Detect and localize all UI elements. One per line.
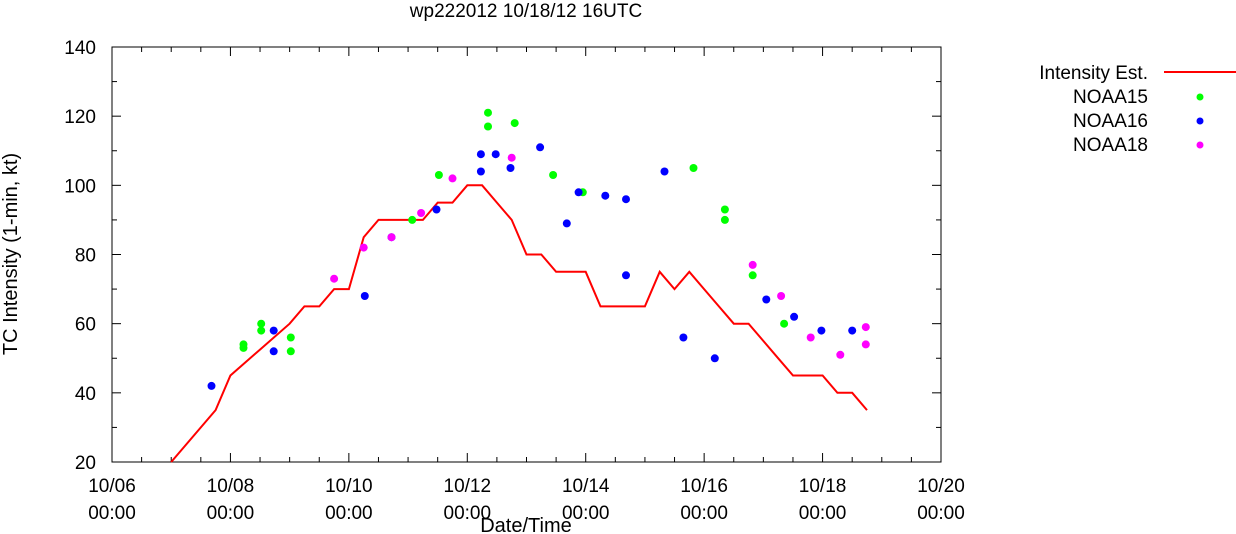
y-tick-label: 60 [75,315,96,336]
data-point [562,219,571,228]
data-point [506,164,515,172]
data-point [484,108,492,117]
x-tick-label-date: 10/08 [207,476,255,497]
data-point [748,260,757,269]
data-point [257,326,266,335]
x-tick-label-time: 00:00 [325,503,373,524]
legend-label: Intensity Est. [1039,63,1148,84]
data-point [484,122,492,131]
data-point [836,350,845,359]
data-point [286,333,295,342]
data-point [817,326,826,335]
data-point [239,340,248,349]
data-point [408,215,417,224]
x-tick-label-time: 00:00 [88,503,136,524]
series-noaa16 [207,143,857,390]
data-point [660,167,669,176]
x-axis-label: Date/Time [480,515,572,534]
data-point [777,292,786,300]
data-point [780,319,789,328]
data-point [720,215,729,224]
data-point [806,333,815,342]
data-point [269,326,278,335]
x-tick-label-time: 00:00 [680,503,728,524]
data-point [574,188,583,197]
x-tick-label-date: 10/20 [917,476,965,497]
x-tick-label-time: 00:00 [799,503,847,524]
y-axis-label: TC Intensity (1-min, kt) [0,153,22,355]
data-point [720,205,729,214]
data-point [432,205,441,214]
data-point [476,167,485,176]
data-point [689,164,698,172]
axes: 10/06 00:00 10/08 00:00 10/10 00:00 10/12 00:00… [64,38,964,524]
data-point [417,209,426,217]
x-tick-label-time: 00:00 [207,503,255,524]
data-point [387,233,396,242]
legend-swatch-dot [1196,93,1204,101]
y-tick-label: 40 [75,384,96,405]
data-point [679,333,688,342]
x-tick-label-date: 10/10 [325,476,373,497]
x-tick-label-time: 00:00 [444,503,492,524]
series-line-intensity-est [170,184,868,463]
data-point [848,326,857,335]
x-tick-label-date: 10/18 [799,476,847,497]
x-tick-label-date: 10/06 [88,476,136,497]
data-point [476,150,485,159]
data-point [434,171,443,179]
legend: Intensity Est. NOAA15 NOAA16 NOAA18 [1039,63,1236,156]
data-point [762,295,771,304]
x-tick-label-date: 10/14 [562,476,610,497]
data-point [622,271,630,280]
x-tick-label-time: 00:00 [562,503,610,524]
data-point [330,274,339,283]
data-point [207,381,216,390]
data-point [861,340,870,349]
legend-label: NOAA15 [1073,87,1148,108]
data-point [448,174,457,183]
legend-label: NOAA16 [1073,111,1148,132]
data-point [359,243,368,252]
data-point [748,271,757,280]
plot-area [170,108,870,463]
y-tick-label: 80 [75,246,96,267]
data-point [360,292,369,300]
data-point [601,191,610,200]
y-tick-label: 140 [64,38,96,59]
legend-swatch-dot [1196,141,1204,149]
series-noaa15 [239,108,789,356]
x-tick-label-time: 00:00 [917,503,965,524]
y-tick-label: 100 [64,176,96,197]
data-point [536,143,545,152]
x-tick-label-date: 10/12 [444,476,492,497]
legend-label: NOAA18 [1073,135,1148,156]
data-point [491,150,500,159]
data-point [257,319,266,328]
series-noaa18 [330,153,870,359]
x-tick-label-date: 10/16 [680,476,728,497]
data-point [507,153,516,162]
data-point [286,347,295,356]
y-tick-label: 20 [75,453,96,474]
data-point [549,171,558,179]
data-point [622,195,630,204]
data-point [269,347,278,356]
data-point [861,323,870,332]
data-point [710,354,719,363]
y-tick-label: 120 [64,107,96,128]
data-point [790,312,799,321]
data-point [510,119,519,128]
legend-swatch-dot [1196,117,1204,125]
chart-title: wp222012 10/18/12 16UTC [409,1,642,22]
